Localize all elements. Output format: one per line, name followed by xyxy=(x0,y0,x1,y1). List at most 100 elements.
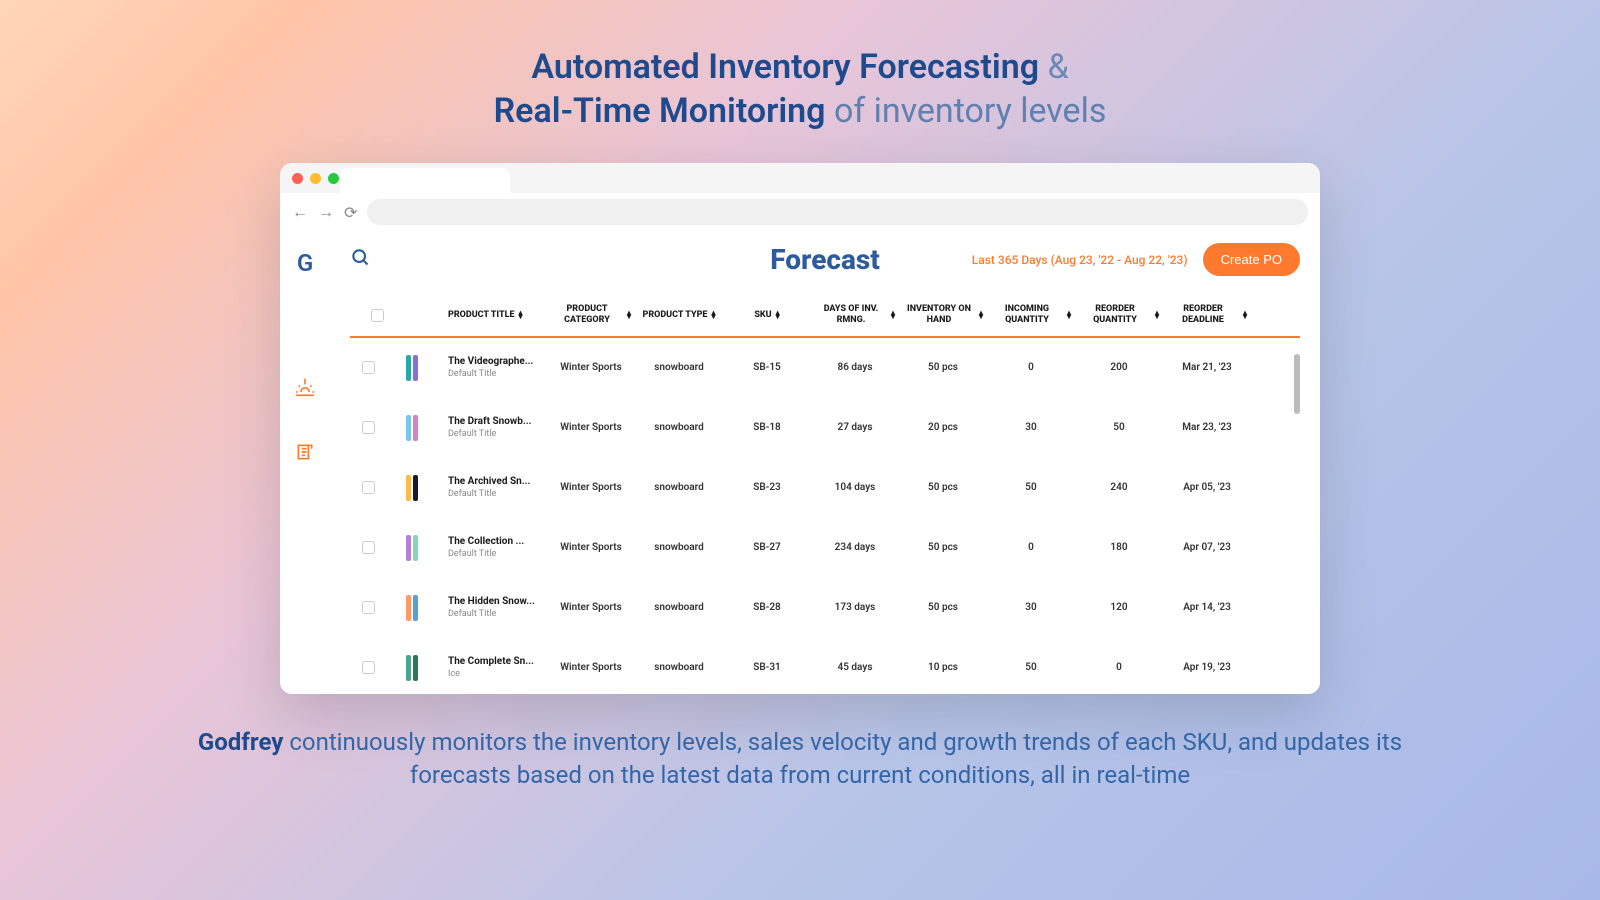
days-cell: 86 days xyxy=(815,362,895,373)
type-cell: snowboard xyxy=(639,362,719,373)
main-panel: Forecast Last 365 Days (Aug 23, '22 - Au… xyxy=(330,231,1320,694)
table-row[interactable]: The Draft Snowb...Default Title Winter S… xyxy=(350,398,1300,458)
category-cell: Winter Sports xyxy=(551,422,631,433)
product-thumb xyxy=(400,412,424,444)
sort-icon: ▴▾ xyxy=(519,311,523,319)
deadline-cell: Apr 14, '23 xyxy=(1167,602,1247,613)
reorder-cell: 0 xyxy=(1079,662,1159,673)
search-icon[interactable] xyxy=(350,247,370,272)
row-checkbox[interactable] xyxy=(362,361,375,374)
sku-cell: SB-18 xyxy=(727,422,807,433)
product-title-cell: The Hidden Snow...Default Title xyxy=(448,596,543,619)
deadline-cell: Mar 23, '23 xyxy=(1167,422,1247,433)
row-checkbox[interactable] xyxy=(362,661,375,674)
col-onhand[interactable]: INVENTORY ON HAND▴▾ xyxy=(903,304,983,326)
days-cell: 27 days xyxy=(815,422,895,433)
headline-bold1: Automated Inventory Forecasting xyxy=(531,47,1039,87)
forward-icon[interactable]: → xyxy=(318,202,334,222)
footer-text: Godfrey continuously monitors the invent… xyxy=(0,726,1600,791)
table-header: PRODUCT TITLE▴▾ PRODUCT CATEGORY▴▾ PRODU… xyxy=(350,294,1300,338)
product-title-cell: The Collection ...Default Title xyxy=(448,536,543,559)
page-title: Forecast xyxy=(770,243,880,276)
days-cell: 45 days xyxy=(815,662,895,673)
incoming-cell: 50 xyxy=(991,662,1071,673)
onhand-cell: 50 pcs xyxy=(903,542,983,553)
row-checkbox[interactable] xyxy=(362,541,375,554)
deadline-cell: Apr 07, '23 xyxy=(1167,542,1247,553)
minimize-dot[interactable] xyxy=(310,173,321,184)
sort-icon: ▴▾ xyxy=(979,311,983,319)
days-cell: 173 days xyxy=(815,602,895,613)
reorder-cell: 120 xyxy=(1079,602,1159,613)
incoming-cell: 50 xyxy=(991,482,1071,493)
incoming-cell: 0 xyxy=(991,362,1071,373)
table-body: The Videographe...Default Title Winter S… xyxy=(350,338,1300,694)
onhand-cell: 50 pcs xyxy=(903,602,983,613)
row-checkbox[interactable] xyxy=(362,481,375,494)
scrollbar[interactable] xyxy=(1294,354,1300,414)
table-row[interactable]: The Complete Sn...Ice Winter Sports snow… xyxy=(350,638,1300,694)
browser-window: ← → ⟳ G Forecast Last 365 Days (Aug 23, … xyxy=(280,163,1320,694)
header-right: Last 365 Days (Aug 23, '22 - Aug 22, '23… xyxy=(972,243,1300,276)
col-type[interactable]: PRODUCT TYPE▴▾ xyxy=(639,310,719,321)
incoming-cell: 0 xyxy=(991,542,1071,553)
headline-amp: & xyxy=(1047,47,1068,87)
back-icon[interactable]: ← xyxy=(292,202,308,222)
product-title-cell: The Archived Sn...Default Title xyxy=(448,476,543,499)
header: Forecast Last 365 Days (Aug 23, '22 - Au… xyxy=(350,243,1300,276)
col-sku[interactable]: SKU▴▾ xyxy=(727,310,807,321)
url-bar[interactable] xyxy=(367,199,1308,225)
table-row[interactable]: The Videographe...Default Title Winter S… xyxy=(350,338,1300,398)
col-title[interactable]: PRODUCT TITLE▴▾ xyxy=(448,310,543,321)
col-incoming[interactable]: INCOMING QUANTITY▴▾ xyxy=(991,304,1071,326)
logo[interactable]: G xyxy=(297,249,313,277)
category-cell: Winter Sports xyxy=(551,542,631,553)
headline-bold2: Real-Time Monitoring xyxy=(494,91,826,131)
reload-icon[interactable]: ⟳ xyxy=(344,203,357,222)
category-cell: Winter Sports xyxy=(551,482,631,493)
reorder-cell: 50 xyxy=(1079,422,1159,433)
col-days[interactable]: DAYS OF INV. RMNG.▴▾ xyxy=(815,304,895,326)
type-cell: snowboard xyxy=(639,662,719,673)
col-deadline[interactable]: REORDER DEADLINE▴▾ xyxy=(1167,304,1247,326)
sort-icon: ▴▾ xyxy=(1243,311,1247,319)
maximize-dot[interactable] xyxy=(328,173,339,184)
sort-icon: ▴▾ xyxy=(627,311,631,319)
table-row[interactable]: The Hidden Snow...Default Title Winter S… xyxy=(350,578,1300,638)
app: G Forecast Last 365 Days (Aug 23, '22 - … xyxy=(280,231,1320,694)
row-checkbox[interactable] xyxy=(362,601,375,614)
sidebar: G xyxy=(280,231,330,694)
sort-icon: ▴▾ xyxy=(776,311,780,319)
close-dot[interactable] xyxy=(292,173,303,184)
sunrise-icon[interactable] xyxy=(295,377,315,402)
create-po-button[interactable]: Create PO xyxy=(1203,243,1300,276)
sort-icon: ▴▾ xyxy=(1067,311,1071,319)
scroll-icon[interactable] xyxy=(295,442,315,467)
table-row[interactable]: The Collection ...Default Title Winter S… xyxy=(350,518,1300,578)
sku-cell: SB-23 xyxy=(727,482,807,493)
headline-light: of inventory levels xyxy=(834,91,1106,131)
type-cell: snowboard xyxy=(639,482,719,493)
col-reorder[interactable]: REORDER QUANTITY▴▾ xyxy=(1079,304,1159,326)
product-thumb xyxy=(400,592,424,624)
product-title-cell: The Videographe...Default Title xyxy=(448,356,543,379)
sort-icon: ▴▾ xyxy=(711,311,715,319)
headline: Automated Inventory Forecasting & Real-T… xyxy=(0,0,1600,133)
deadline-cell: Mar 21, '23 xyxy=(1167,362,1247,373)
type-cell: snowboard xyxy=(639,602,719,613)
row-checkbox[interactable] xyxy=(362,421,375,434)
days-cell: 234 days xyxy=(815,542,895,553)
product-thumb xyxy=(400,352,424,384)
col-category[interactable]: PRODUCT CATEGORY▴▾ xyxy=(551,304,631,326)
table: PRODUCT TITLE▴▾ PRODUCT CATEGORY▴▾ PRODU… xyxy=(350,294,1300,694)
daterange[interactable]: Last 365 Days (Aug 23, '22 - Aug 22, '23… xyxy=(972,253,1188,267)
table-row[interactable]: The Archived Sn...Default Title Winter S… xyxy=(350,458,1300,518)
select-all-checkbox[interactable] xyxy=(371,309,384,322)
type-cell: snowboard xyxy=(639,422,719,433)
product-thumb xyxy=(400,532,424,564)
browser-titlebar xyxy=(280,163,1320,193)
product-title-cell: The Draft Snowb...Default Title xyxy=(448,416,543,439)
deadline-cell: Apr 05, '23 xyxy=(1167,482,1247,493)
incoming-cell: 30 xyxy=(991,602,1071,613)
sku-cell: SB-31 xyxy=(727,662,807,673)
